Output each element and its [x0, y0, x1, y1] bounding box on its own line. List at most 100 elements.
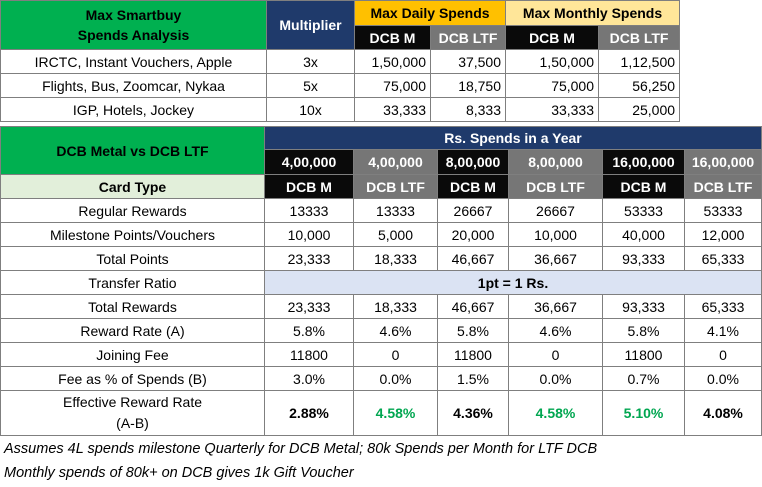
- table-row: IGP, Hotels, Jockey 10x 33,333 8,333 33,…: [0, 97, 681, 122]
- card-name: DCB M: [437, 174, 509, 199]
- sub-header: DCB M: [505, 25, 600, 50]
- card-name: DCB M: [264, 174, 354, 199]
- value-cell: 0.7%: [602, 366, 685, 391]
- value-cell: 0: [353, 342, 438, 367]
- row-label: Total Points: [0, 246, 265, 271]
- value-cell: 33,333: [354, 97, 431, 122]
- value-cell: 4.6%: [508, 318, 603, 343]
- value-cell: 23,333: [264, 246, 354, 271]
- value-cell: 40,000: [602, 222, 685, 247]
- effective-rate-value: 4.36%: [437, 390, 509, 436]
- effective-rate-value: 4.08%: [683, 390, 762, 436]
- value-cell: 23,333: [264, 294, 354, 319]
- row-label: Flights, Bus, Zoomcar, Nykaa: [0, 73, 267, 98]
- transfer-ratio-value: 1pt = 1 Rs.: [263, 270, 762, 295]
- card-name: DCB LTF: [353, 174, 438, 199]
- value-cell: 0: [683, 342, 762, 367]
- card-name: DCB LTF: [508, 174, 603, 199]
- smartbuy-table: Max Smartbuy Spends Analysis Multiplier …: [0, 0, 681, 122]
- monthly-spends-header: Max Monthly Spends: [505, 0, 681, 26]
- spend-level: 4,00,000: [353, 149, 438, 175]
- value-cell: 4.6%: [353, 318, 438, 343]
- value-cell: 65,333: [683, 294, 762, 319]
- value-cell: 5.8%: [264, 318, 354, 343]
- value-cell: 0: [508, 342, 603, 367]
- effective-rate-value: 4.58%: [353, 390, 438, 436]
- footnote: Monthly spends of 80k+ on DCB gives 1k G…: [4, 465, 354, 481]
- row-label: IRCTC, Instant Vouchers, Apple: [0, 49, 267, 74]
- row-label: Regular Rewards: [0, 198, 265, 223]
- value-cell: 93,333: [602, 246, 685, 271]
- comparison-table: DCB Metal vs DCB LTF Rs. Spends in a Yea…: [0, 126, 762, 436]
- multiplier-cell: 5x: [266, 73, 355, 98]
- value-cell: 26667: [437, 198, 509, 223]
- value-cell: 53333: [683, 198, 762, 223]
- footnote: Assumes 4L spends milestone Quarterly fo…: [4, 441, 598, 457]
- table-row: Regular Rewards 13333 13333 26667 26667 …: [0, 198, 762, 223]
- value-cell: 0.0%: [683, 366, 762, 391]
- value-cell: 8,333: [429, 97, 507, 122]
- smartbuy-title-line2: Spends Analysis: [77, 27, 190, 43]
- value-cell: 36,667: [508, 246, 603, 271]
- spend-level: 4,00,000: [264, 149, 354, 175]
- value-cell: 11800: [264, 342, 354, 367]
- value-cell: 33,333: [505, 97, 600, 122]
- sub-header: DCB LTF: [598, 25, 681, 50]
- value-cell: 13333: [353, 198, 438, 223]
- value-cell: 13333: [264, 198, 354, 223]
- value-cell: 12,000: [683, 222, 762, 247]
- spend-level: 16,00,000: [602, 149, 685, 175]
- value-cell: 18,333: [353, 294, 438, 319]
- row-label: Transfer Ratio: [0, 270, 265, 295]
- row-label: IGP, Hotels, Jockey: [0, 97, 267, 122]
- value-cell: 1,12,500: [598, 49, 681, 74]
- sub-header: DCB M: [354, 25, 431, 50]
- multiplier-cell: 3x: [266, 49, 355, 74]
- spends-header: Rs. Spends in a Year: [263, 126, 762, 150]
- value-cell: 36,667: [508, 294, 603, 319]
- value-cell: 37,500: [429, 49, 507, 74]
- table-row: Joining Fee 11800 0 11800 0 11800 0: [0, 342, 762, 367]
- smartbuy-title-line1: Max Smartbuy: [85, 7, 182, 23]
- spend-level: 8,00,000: [437, 149, 509, 175]
- table-row: Total Rewards 23,333 18,333 46,667 36,66…: [0, 294, 762, 319]
- value-cell: 0.0%: [353, 366, 438, 391]
- effective-rate-label-line1: Effective Reward Rate: [62, 394, 203, 410]
- effective-rate-value: 4.58%: [508, 390, 603, 436]
- table-row: Milestone Points/Vouchers 10,000 5,000 2…: [0, 222, 762, 247]
- spend-level: 8,00,000: [508, 149, 603, 175]
- row-label: Reward Rate (A): [0, 318, 265, 343]
- effective-rate-label: Effective Reward Rate (A-B): [0, 390, 265, 436]
- table-row: IRCTC, Instant Vouchers, Apple 3x 1,50,0…: [0, 49, 681, 74]
- value-cell: 10,000: [264, 222, 354, 247]
- value-cell: 46,667: [437, 294, 509, 319]
- value-cell: 4.1%: [683, 318, 762, 343]
- value-cell: 56,250: [598, 73, 681, 98]
- value-cell: 26667: [508, 198, 603, 223]
- daily-spends-header: Max Daily Spends: [353, 0, 507, 26]
- comparison-title: DCB Metal vs DCB LTF: [0, 126, 265, 175]
- value-cell: 18,333: [353, 246, 438, 271]
- row-label: Joining Fee: [0, 342, 265, 367]
- value-cell: 10,000: [508, 222, 603, 247]
- table-row: Transfer Ratio 1pt = 1 Rs.: [0, 270, 762, 295]
- value-cell: 1.5%: [437, 366, 509, 391]
- value-cell: 3.0%: [264, 366, 354, 391]
- row-label: Fee as % of Spends (B): [0, 366, 265, 391]
- effective-rate-value: 2.88%: [264, 390, 354, 436]
- card-name: DCB LTF: [683, 174, 762, 199]
- value-cell: 5,000: [353, 222, 438, 247]
- multiplier-cell: 10x: [266, 97, 355, 122]
- row-label: Milestone Points/Vouchers: [0, 222, 265, 247]
- smartbuy-title: Max Smartbuy Spends Analysis: [0, 0, 267, 50]
- value-cell: 5.8%: [602, 318, 685, 343]
- value-cell: 11800: [437, 342, 509, 367]
- value-cell: 0.0%: [508, 366, 603, 391]
- card-type-label: Card Type: [0, 174, 265, 199]
- card-name: DCB M: [602, 174, 685, 199]
- value-cell: 5.8%: [437, 318, 509, 343]
- effective-rate-label-line2: (A-B): [116, 415, 149, 431]
- effective-rate-value: 5.10%: [602, 390, 685, 436]
- value-cell: 1,50,000: [354, 49, 431, 74]
- value-cell: 1,50,000: [505, 49, 600, 74]
